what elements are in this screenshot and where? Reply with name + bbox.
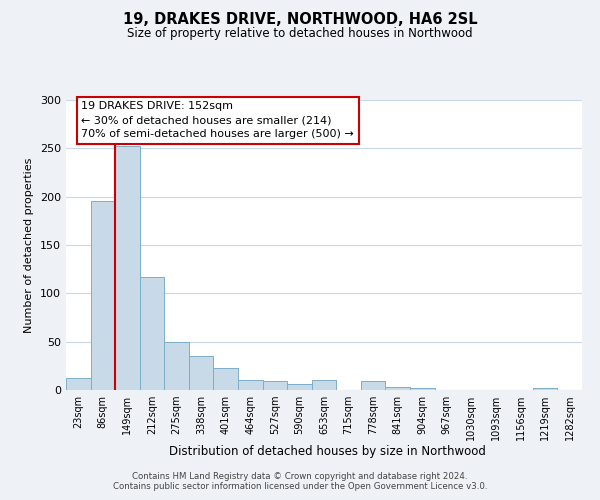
- Bar: [140, 277, 164, 390]
- Text: Contains HM Land Registry data © Crown copyright and database right 2024.: Contains HM Land Registry data © Crown c…: [132, 472, 468, 481]
- Bar: [164, 342, 189, 390]
- Text: Distribution of detached houses by size in Northwood: Distribution of detached houses by size …: [169, 444, 485, 458]
- Bar: [214, 368, 238, 390]
- Text: 19 DRAKES DRIVE: 152sqm
← 30% of detached houses are smaller (214)
70% of semi-d: 19 DRAKES DRIVE: 152sqm ← 30% of detache…: [82, 102, 354, 140]
- Text: Size of property relative to detached houses in Northwood: Size of property relative to detached ho…: [127, 28, 473, 40]
- Bar: [189, 356, 214, 390]
- Bar: [91, 200, 115, 390]
- Bar: [533, 388, 557, 390]
- Y-axis label: Number of detached properties: Number of detached properties: [25, 158, 34, 332]
- Bar: [263, 382, 287, 390]
- Bar: [287, 384, 312, 390]
- Bar: [66, 378, 91, 390]
- Bar: [361, 382, 385, 390]
- Text: 19, DRAKES DRIVE, NORTHWOOD, HA6 2SL: 19, DRAKES DRIVE, NORTHWOOD, HA6 2SL: [122, 12, 478, 28]
- Text: Contains public sector information licensed under the Open Government Licence v3: Contains public sector information licen…: [113, 482, 487, 491]
- Bar: [238, 380, 263, 390]
- Bar: [385, 387, 410, 390]
- Bar: [410, 388, 434, 390]
- Bar: [312, 380, 336, 390]
- Bar: [115, 146, 140, 390]
